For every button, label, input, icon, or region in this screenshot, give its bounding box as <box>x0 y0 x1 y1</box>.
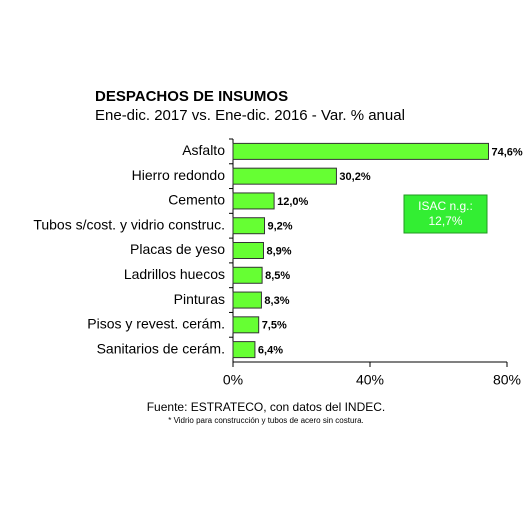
y-tick-label: Pisos y revest. cerám. <box>87 316 225 332</box>
value-label: 12,0% <box>277 196 308 208</box>
bar <box>232 266 263 284</box>
bar <box>232 167 337 185</box>
y-tick-label: Ladrillos huecos <box>124 266 225 282</box>
bar <box>232 217 266 235</box>
y-tick-label: Pinturas <box>174 291 225 307</box>
annotation-text: ISAC n.g.: <box>418 199 473 213</box>
bar <box>232 142 490 160</box>
annotation-box <box>403 194 488 234</box>
y-tick-label: Sanitarios de cerám. <box>97 340 225 356</box>
value-label: 6,4% <box>258 345 283 357</box>
value-label: 8,5% <box>265 270 290 282</box>
x-tick-label: 80% <box>493 372 521 388</box>
value-label: 9,2% <box>268 221 293 233</box>
y-tick-label: Cemento <box>168 192 225 208</box>
chart-subtitle: Ene-dic. 2017 vs. Ene-dic. 2016 - Var. %… <box>95 107 405 124</box>
bar <box>232 242 264 259</box>
value-label: 8,9% <box>266 245 291 257</box>
value-label: 7,5% <box>262 320 287 332</box>
bar <box>232 316 260 334</box>
x-tick-label: 0% <box>223 372 243 388</box>
value-label: 74,6% <box>492 146 523 158</box>
y-tick-label: Tubos s/cost. y vidrio construc. <box>33 216 225 232</box>
bar <box>232 192 275 210</box>
y-tick-label: Asfalto <box>182 142 225 158</box>
chart-title: DESPACHOS DE INSUMOS <box>95 88 288 105</box>
y-tick-label: Hierro redondo <box>132 167 226 183</box>
note: * Vidrio para construcción y tubos de ac… <box>168 416 364 425</box>
value-label: 8,3% <box>264 295 289 307</box>
bar <box>232 291 262 309</box>
bar <box>232 341 256 359</box>
y-tick-label: Placas de yeso <box>130 241 225 257</box>
annotation-text: 12,7% <box>428 214 462 228</box>
source: Fuente: ESTRATECO, con datos del INDEC. <box>147 400 386 414</box>
value-label: 30,2% <box>339 171 370 183</box>
x-tick-label: 40% <box>356 372 384 388</box>
